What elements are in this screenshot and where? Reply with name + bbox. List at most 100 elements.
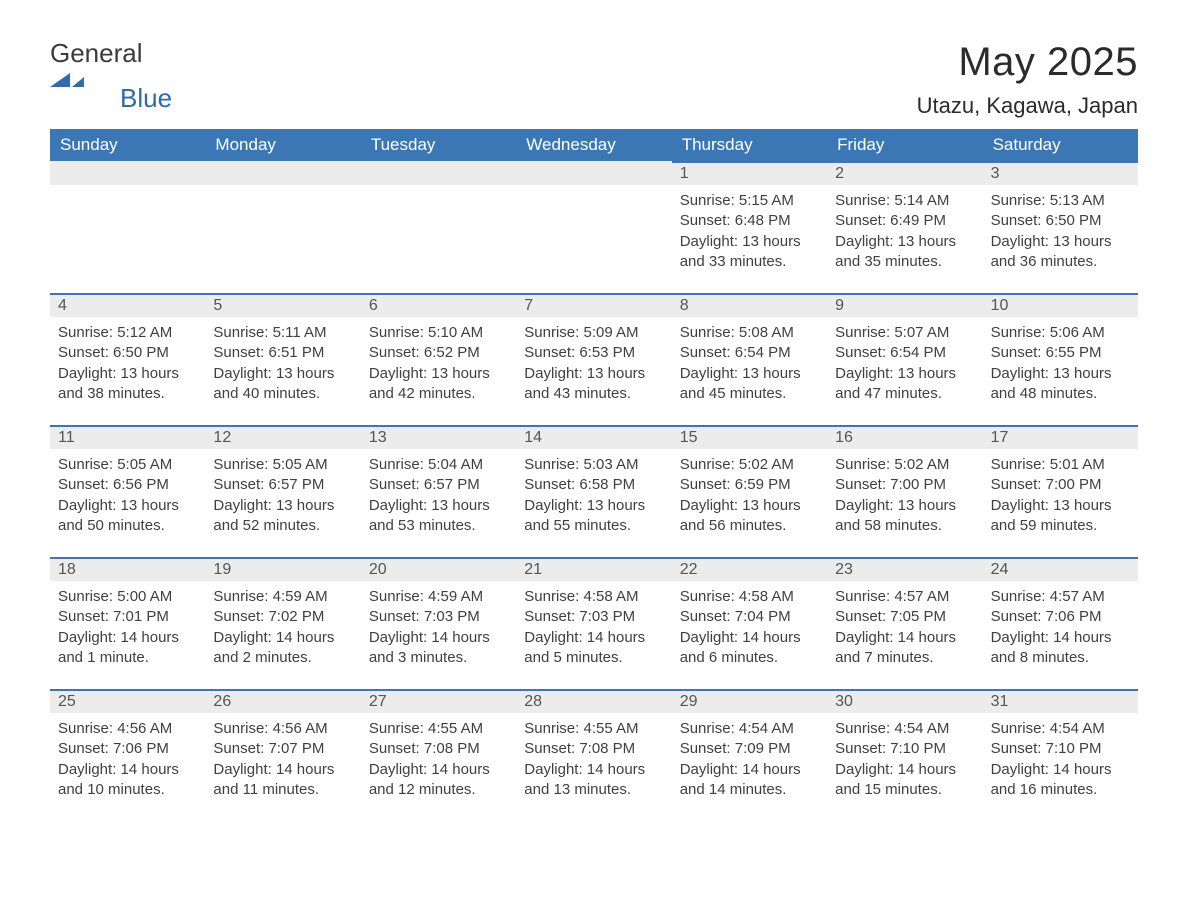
day1-text: Daylight: 13 hours	[991, 496, 1130, 516]
sunrise-text: Sunrise: 4:54 AM	[991, 719, 1130, 739]
day-number-strip: 30	[827, 689, 982, 713]
day2-text: and 38 minutes.	[58, 384, 197, 404]
day-cell: 22Sunrise: 4:58 AMSunset: 7:04 PMDayligh…	[672, 557, 827, 689]
title-block: May 2025 Utazu, Kagawa, Japan	[917, 40, 1138, 119]
sunrise-text: Sunrise: 5:11 AM	[213, 323, 352, 343]
day1-text: Daylight: 14 hours	[835, 760, 974, 780]
day-cell: 23 Sunrise: 4:57 AMSunset: 7:05 PMDayligh…	[827, 557, 982, 689]
day2-text: and 13 minutes.	[524, 780, 663, 800]
day-cell: 11Sunrise: 5:05 AMSunset: 6:56 PMDayligh…	[50, 425, 205, 557]
day-body: Sunrise: 4:54 AMSunset: 7:09 PMDaylight:…	[672, 713, 827, 814]
sunrise-text: Sunrise: 4:57 AM	[835, 587, 974, 607]
day-number-strip	[516, 161, 671, 185]
sunrise-text: Sunrise: 5:10 AM	[369, 323, 508, 343]
day1-text: Daylight: 13 hours	[58, 364, 197, 384]
day1-text: Daylight: 13 hours	[680, 364, 819, 384]
day2-text: and 52 minutes.	[213, 516, 352, 536]
day-body: Sunrise: 4:56 AMSunset: 7:07 PMDaylight:…	[205, 713, 360, 814]
day-body: Sunrise: 5:12 AMSunset: 6:50 PMDaylight:…	[50, 317, 205, 418]
day2-text: and 55 minutes.	[524, 516, 663, 536]
day-body: Sunrise: 5:01 AMSunset: 7:00 PMDaylight:…	[983, 449, 1138, 550]
day-body: Sunrise: 4:56 AMSunset: 7:06 PMDaylight:…	[50, 713, 205, 814]
day-cell: 31Sunrise: 4:54 AMSunset: 7:10 PMDayligh…	[983, 689, 1138, 821]
sunrise-text: Sunrise: 5:12 AM	[58, 323, 197, 343]
day-cell: 10Sunrise: 5:06 AMSunset: 6:55 PMDayligh…	[983, 293, 1138, 425]
day2-text: and 3 minutes.	[369, 648, 508, 668]
sunset-text: Sunset: 7:03 PM	[369, 607, 508, 627]
day1-text: Daylight: 14 hours	[524, 628, 663, 648]
sunset-text: Sunset: 7:08 PM	[524, 739, 663, 759]
sunrise-text: Sunrise: 5:06 AM	[991, 323, 1130, 343]
day-number-strip: 14	[516, 425, 671, 449]
day2-text: and 6 minutes.	[680, 648, 819, 668]
day-body: Sunrise: 5:08 AMSunset: 6:54 PMDaylight:…	[672, 317, 827, 418]
sunrise-text: Sunrise: 4:57 AM	[991, 587, 1130, 607]
day1-text: Daylight: 14 hours	[369, 628, 508, 648]
day-body: Sunrise: 5:13 AMSunset: 6:50 PMDaylight:…	[983, 185, 1138, 286]
sunset-text: Sunset: 6:49 PM	[835, 211, 974, 231]
day-number-strip: 4	[50, 293, 205, 317]
day-cell: 5Sunrise: 5:11 AMSunset: 6:51 PMDaylight…	[205, 293, 360, 425]
sunset-text: Sunset: 6:55 PM	[991, 343, 1130, 363]
sunset-text: Sunset: 6:54 PM	[680, 343, 819, 363]
day2-text: and 2 minutes.	[213, 648, 352, 668]
day-number-strip: 28	[516, 689, 671, 713]
day-cell: 24Sunrise: 4:57 AMSunset: 7:06 PMDayligh…	[983, 557, 1138, 689]
day-cell: 17Sunrise: 5:01 AMSunset: 7:00 PMDayligh…	[983, 425, 1138, 557]
sunrise-text: Sunrise: 4:59 AM	[369, 587, 508, 607]
sunset-text: Sunset: 7:09 PM	[680, 739, 819, 759]
day2-text: and 12 minutes.	[369, 780, 508, 800]
day1-text: Daylight: 13 hours	[991, 364, 1130, 384]
sunset-text: Sunset: 7:05 PM	[835, 607, 974, 627]
day-number-strip: 23	[827, 557, 982, 581]
day-body: Sunrise: 4:58 AMSunset: 7:04 PMDaylight:…	[672, 581, 827, 682]
day-body: Sunrise: 5:02 AMSunset: 7:00 PMDaylight:…	[827, 449, 982, 550]
sunrise-text: Sunrise: 5:03 AM	[524, 455, 663, 475]
day2-text: and 11 minutes.	[213, 780, 352, 800]
day-of-week-header: SundayMondayTuesdayWednesdayThursdayFrid…	[50, 129, 1138, 161]
day1-text: Daylight: 13 hours	[680, 496, 819, 516]
weeks-container: 1Sunrise: 5:15 AMSunset: 6:48 PMDaylight…	[50, 161, 1138, 821]
day-cell: 27Sunrise: 4:55 AMSunset: 7:08 PMDayligh…	[361, 689, 516, 821]
day1-text: Daylight: 14 hours	[680, 760, 819, 780]
day2-text: and 47 minutes.	[835, 384, 974, 404]
day2-text: and 56 minutes.	[680, 516, 819, 536]
sunrise-text: Sunrise: 5:02 AM	[835, 455, 974, 475]
day-body: Sunrise: 4:54 AMSunset: 7:10 PMDaylight:…	[827, 713, 982, 814]
sunset-text: Sunset: 6:51 PM	[213, 343, 352, 363]
day2-text: and 35 minutes.	[835, 252, 974, 272]
day-number-strip: 25	[50, 689, 205, 713]
day2-text: and 48 minutes.	[991, 384, 1130, 404]
day1-text: Daylight: 14 hours	[835, 628, 974, 648]
day-number-strip: 19	[205, 557, 360, 581]
day-cell: 26Sunrise: 4:56 AMSunset: 7:07 PMDayligh…	[205, 689, 360, 821]
day-body: Sunrise: 4:54 AMSunset: 7:10 PMDaylight:…	[983, 713, 1138, 814]
sunset-text: Sunset: 7:06 PM	[991, 607, 1130, 627]
day1-text: Daylight: 13 hours	[213, 364, 352, 384]
sunrise-text: Sunrise: 4:58 AM	[524, 587, 663, 607]
sunrise-text: Sunrise: 5:00 AM	[58, 587, 197, 607]
sunrise-text: Sunrise: 4:54 AM	[835, 719, 974, 739]
day1-text: Daylight: 13 hours	[835, 496, 974, 516]
day-number-strip	[205, 161, 360, 185]
day-cell: 4Sunrise: 5:12 AMSunset: 6:50 PMDaylight…	[50, 293, 205, 425]
day-number-strip: 8	[672, 293, 827, 317]
day-cell: 29Sunrise: 4:54 AMSunset: 7:09 PMDayligh…	[672, 689, 827, 821]
day-body: Sunrise: 4:58 AMSunset: 7:03 PMDaylight:…	[516, 581, 671, 682]
day-cell: 13Sunrise: 5:04 AMSunset: 6:57 PMDayligh…	[361, 425, 516, 557]
day2-text: and 58 minutes.	[835, 516, 974, 536]
day-number-strip: 9	[827, 293, 982, 317]
empty-day-cell	[205, 161, 360, 293]
day-cell: 30Sunrise: 4:54 AMSunset: 7:10 PMDayligh…	[827, 689, 982, 821]
sunrise-text: Sunrise: 5:05 AM	[58, 455, 197, 475]
day-body: Sunrise: 4:55 AMSunset: 7:08 PMDaylight:…	[361, 713, 516, 814]
day1-text: Daylight: 14 hours	[213, 628, 352, 648]
day1-text: Daylight: 13 hours	[835, 364, 974, 384]
day1-text: Daylight: 13 hours	[369, 496, 508, 516]
sunset-text: Sunset: 6:56 PM	[58, 475, 197, 495]
sunrise-text: Sunrise: 5:04 AM	[369, 455, 508, 475]
sunrise-text: Sunrise: 4:59 AM	[213, 587, 352, 607]
day1-text: Daylight: 13 hours	[213, 496, 352, 516]
sunset-text: Sunset: 7:07 PM	[213, 739, 352, 759]
sunrise-text: Sunrise: 5:05 AM	[213, 455, 352, 475]
